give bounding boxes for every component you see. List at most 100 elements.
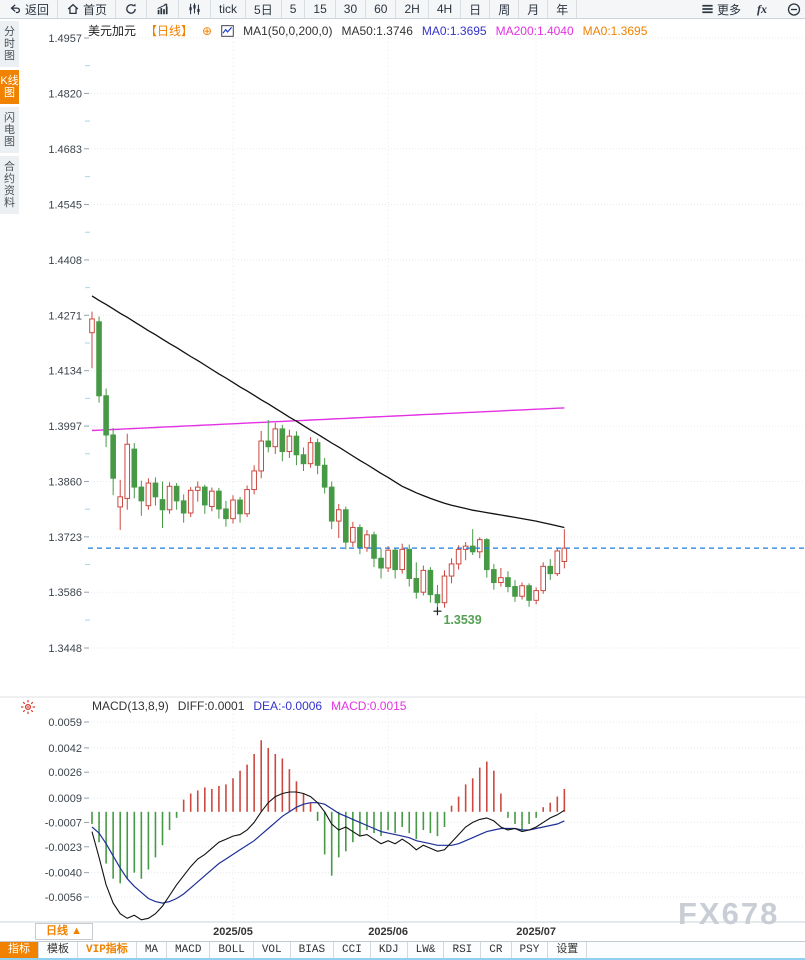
interval-5m[interactable]: 5 bbox=[282, 0, 306, 18]
interval-year[interactable]: 年 bbox=[548, 0, 578, 18]
candlestick bbox=[448, 563, 455, 577]
ma50-line bbox=[91, 295, 565, 529]
candlestick bbox=[272, 428, 279, 448]
ma50-value: MA50:1.3746 bbox=[341, 23, 413, 38]
sidebar-item-0[interactable]: 分时图 bbox=[0, 21, 19, 67]
tab-模板[interactable]: 模板 bbox=[39, 942, 78, 958]
candlestick bbox=[441, 575, 448, 604]
candlestick bbox=[286, 435, 293, 453]
sidebar-item-2[interactable]: 闪电图 bbox=[0, 107, 19, 153]
tab-MACD[interactable]: MACD bbox=[167, 942, 211, 958]
interval-month[interactable]: 月 bbox=[519, 0, 549, 18]
candlestick bbox=[476, 539, 483, 553]
tab-CCI[interactable]: CCI bbox=[334, 942, 371, 958]
candlestick bbox=[89, 318, 95, 334]
add-indicator-icon[interactable]: ⊕ bbox=[202, 23, 213, 38]
refresh-button[interactable] bbox=[116, 0, 148, 18]
svg-text:-0.0007: -0.0007 bbox=[45, 817, 82, 829]
ma-group-label: MA1(50,0,200,0) bbox=[243, 23, 333, 38]
macd-diff-value: DIFF:0.0001 bbox=[177, 699, 245, 713]
grid-layer bbox=[0, 37, 805, 923]
candlestick bbox=[209, 490, 215, 508]
candlestick bbox=[540, 565, 547, 592]
interval-30m[interactable]: 30 bbox=[336, 0, 367, 18]
home-label: 首页 bbox=[83, 2, 108, 17]
candlestick bbox=[265, 440, 272, 448]
candlestick bbox=[406, 548, 413, 579]
tab-BOLL[interactable]: BOLL bbox=[210, 942, 254, 958]
period-dropdown-button[interactable]: 日线 ▲ bbox=[35, 923, 93, 940]
tab-BIAS[interactable]: BIAS bbox=[291, 942, 335, 958]
interval-2h[interactable]: 2H bbox=[396, 0, 429, 18]
svg-text:1.4957: 1.4957 bbox=[48, 33, 82, 45]
candlestick bbox=[152, 482, 159, 498]
svg-text:2025/05: 2025/05 bbox=[213, 926, 253, 938]
tab-LW&[interactable]: LW& bbox=[408, 942, 445, 958]
candlestick bbox=[314, 442, 321, 466]
tab-KDJ[interactable]: KDJ bbox=[371, 942, 408, 958]
top-toolbar: 返回 首页 tick 5日 5 15 30 60 2H 4H 日 周 月 年 更… bbox=[0, 0, 805, 19]
dea-line bbox=[91, 802, 565, 904]
candlestick bbox=[307, 442, 314, 465]
candlestick bbox=[455, 548, 462, 565]
candle-chart-button[interactable] bbox=[179, 0, 212, 18]
candlestick bbox=[194, 486, 201, 491]
fx-functions-button[interactable]: fx bbox=[749, 0, 775, 18]
tab-VOL[interactable]: VOL bbox=[254, 942, 291, 958]
candlestick bbox=[420, 569, 427, 593]
candlestick bbox=[173, 485, 180, 502]
candlestick bbox=[293, 435, 300, 456]
chart-type-sidebar: 分时图 K线图闪电图合约资料 bbox=[0, 21, 19, 217]
ma0-blue-value: MA0:1.3695 bbox=[421, 23, 487, 38]
macd-macd-value: MACD:0.0015 bbox=[331, 699, 407, 713]
candlestick bbox=[166, 485, 173, 511]
candlestick bbox=[96, 321, 102, 397]
axis-labels-layer: 1.4957 1.4820 1.4683 1.4545 1.4408 1.4271 1.41… bbox=[45, 33, 556, 938]
back-button[interactable]: 返回 bbox=[0, 0, 59, 18]
candlestick bbox=[547, 565, 554, 575]
sidebar-item-3[interactable]: 合约资料 bbox=[0, 156, 19, 214]
svg-text:2025/06: 2025/06 bbox=[368, 926, 408, 938]
candlestick bbox=[279, 428, 286, 453]
tab-设置[interactable]: 设置 bbox=[548, 942, 588, 958]
tab-RSI[interactable]: RSI bbox=[444, 942, 482, 958]
zoom-out-button[interactable] bbox=[775, 0, 805, 18]
svg-text:1.3860: 1.3860 bbox=[48, 476, 82, 488]
candlestick bbox=[385, 549, 391, 569]
macd-dea-value: DEA:-0.0006 bbox=[253, 699, 323, 713]
low-price-label: 1.3539 bbox=[443, 613, 481, 627]
tab-CR[interactable]: CR bbox=[481, 942, 512, 958]
home-button[interactable]: 首页 bbox=[58, 0, 117, 18]
svg-text:0.0059: 0.0059 bbox=[48, 717, 82, 729]
macd-title: MACD(13,8,9) bbox=[92, 699, 169, 713]
candlestick bbox=[378, 557, 384, 569]
candlestick bbox=[124, 443, 131, 499]
candlestick bbox=[321, 464, 328, 488]
back-label: 返回 bbox=[25, 2, 50, 17]
area-chart-button[interactable] bbox=[147, 0, 180, 18]
tab-PSY[interactable]: PSY bbox=[512, 942, 549, 958]
candlestick bbox=[526, 585, 532, 601]
tab-MA[interactable]: MA bbox=[137, 942, 168, 958]
candlestick bbox=[117, 496, 124, 508]
interval-day[interactable]: 日 bbox=[461, 0, 491, 18]
interval-4h[interactable]: 4H bbox=[429, 0, 462, 18]
interval-tick[interactable]: tick bbox=[211, 0, 247, 18]
svg-text:1.4820: 1.4820 bbox=[48, 88, 82, 100]
sidebar-item-1[interactable]: K线图 bbox=[0, 70, 19, 104]
macd-settings-sun-icon[interactable] bbox=[20, 699, 36, 715]
interval-5day[interactable]: 5日 bbox=[246, 0, 282, 18]
interval-15m[interactable]: 15 bbox=[305, 0, 336, 18]
candlestick bbox=[110, 434, 116, 479]
candlestick bbox=[258, 440, 264, 472]
interval-60m[interactable]: 60 bbox=[366, 0, 397, 18]
candlestick bbox=[413, 577, 420, 593]
home-icon bbox=[67, 3, 79, 15]
more-button[interactable]: 更多 bbox=[693, 0, 749, 18]
candlestick bbox=[335, 509, 342, 522]
candlestick bbox=[159, 499, 166, 511]
interval-week[interactable]: 周 bbox=[490, 0, 520, 18]
tab-指标[interactable]: 指标 bbox=[0, 942, 39, 958]
tab-VIP指标[interactable]: VIP指标 bbox=[78, 942, 137, 958]
